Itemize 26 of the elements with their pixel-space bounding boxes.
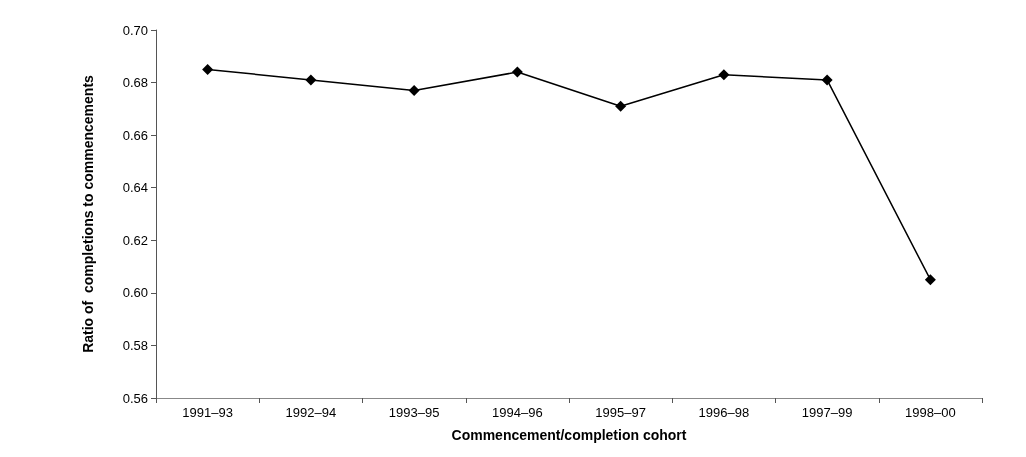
y-axis-title: Ratio of completions to commencements <box>80 74 96 353</box>
x-tick-label: 1991–93 <box>182 405 233 420</box>
x-tick-label: 1996–98 <box>698 405 750 420</box>
y-tick-label: 0.68 <box>122 75 148 91</box>
y-tick-label: 0.70 <box>122 22 148 38</box>
point <box>511 66 523 78</box>
point <box>821 74 833 86</box>
y-tick-label: 0.62 <box>122 232 148 248</box>
y-tick-label: 0.60 <box>122 285 148 301</box>
x-tick-label: 1992–94 <box>285 405 337 420</box>
y-tick-label: 0.66 <box>122 127 148 143</box>
y-tick-label: 0.64 <box>122 180 148 196</box>
point <box>408 84 420 96</box>
point <box>718 69 730 81</box>
y-tick-label: 0.58 <box>122 337 148 353</box>
x-tick-label: 1995–97 <box>595 405 646 420</box>
y-tick-label: 0.56 <box>122 390 148 406</box>
point <box>305 74 317 86</box>
x-tick-label: 1998–00 <box>905 405 956 420</box>
point <box>202 63 214 75</box>
x-tick-label: 1994–96 <box>492 405 543 420</box>
x-axis-title: Commencement/completion cohort <box>451 427 687 443</box>
x-tick-label: 1997–99 <box>801 405 853 420</box>
x-tick-label: 1993–95 <box>388 405 440 420</box>
point <box>924 274 936 286</box>
point <box>615 100 627 112</box>
